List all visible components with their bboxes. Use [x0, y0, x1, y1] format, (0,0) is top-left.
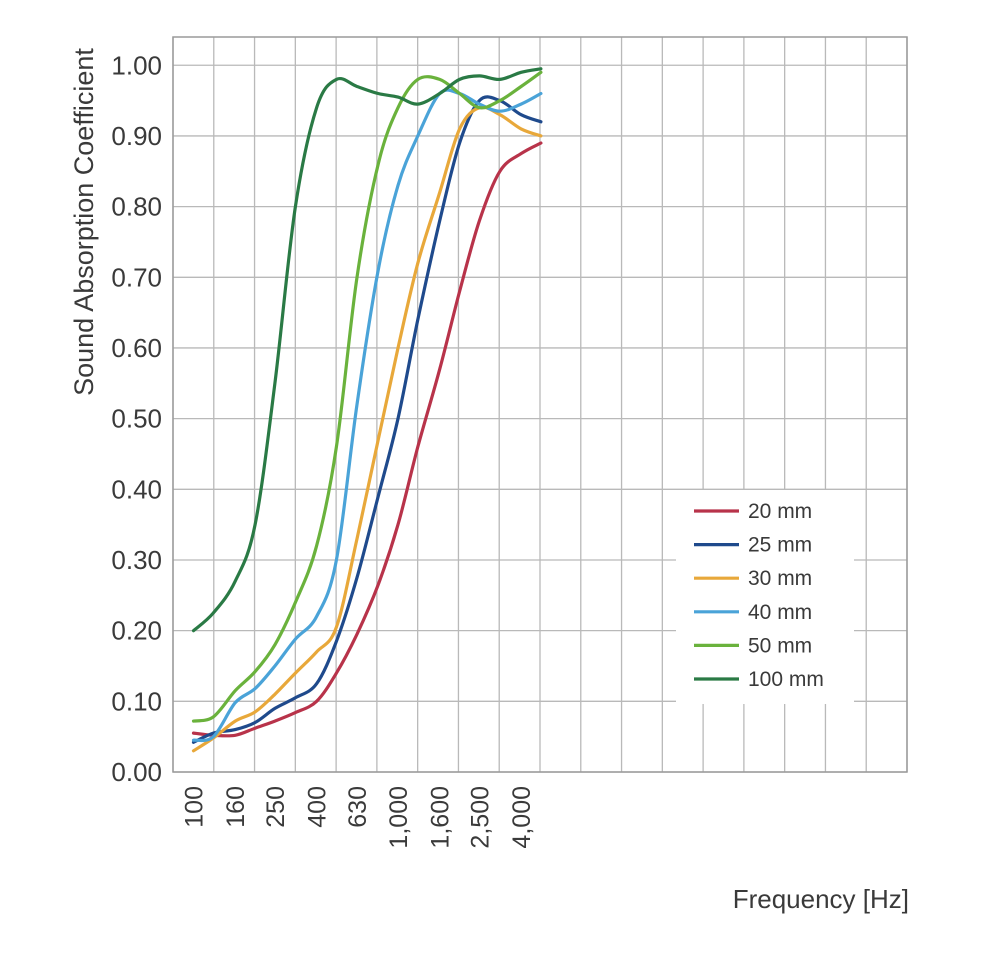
- legend-label: 25 mm: [748, 534, 812, 557]
- legend-label: 20 mm: [748, 500, 812, 523]
- y-tick-label: 0.10: [111, 686, 162, 716]
- legend-label: 40 mm: [748, 601, 812, 624]
- plot-frame: [172, 36, 908, 773]
- x-tick-label: 160: [222, 786, 250, 828]
- series-line-25mm: [191, 95, 543, 744]
- x-tick-label: 250: [262, 786, 290, 828]
- x-tick-label: 2,500: [466, 786, 494, 849]
- x-tick-label: 1,600: [427, 786, 455, 849]
- legend: 20 mm 25 mm 30 mm 40 mm 50 mm 100 mm: [676, 490, 854, 704]
- y-tick-label: 0.40: [111, 474, 162, 504]
- y-tick-label: 0.70: [111, 262, 162, 292]
- y-tick-label: 0.90: [111, 121, 162, 151]
- x-axis-title: Frequency [Hz]: [733, 884, 909, 914]
- series-line-100mm: [191, 67, 543, 633]
- series-lines: [191, 67, 543, 753]
- x-tick-label: 1,000: [385, 786, 413, 849]
- x-tick-label: 630: [344, 786, 372, 828]
- series-line-30mm: [191, 105, 543, 753]
- x-tick-label: 4,000: [508, 786, 536, 849]
- y-tick-label: 0.60: [111, 333, 162, 363]
- y-tick-label: 0.30: [111, 545, 162, 575]
- y-tick-label: 1.00: [111, 50, 162, 80]
- series-line-40mm: [191, 88, 543, 743]
- legend-background: [676, 490, 854, 704]
- legend-label: 50 mm: [748, 634, 812, 657]
- legend-label: 30 mm: [748, 567, 812, 590]
- x-tick-label: 400: [304, 786, 332, 828]
- y-tick-label: 0.20: [111, 616, 162, 646]
- series-line-20mm: [191, 141, 543, 738]
- x-tick-label: 100: [181, 786, 209, 828]
- series-line-50mm: [191, 70, 543, 723]
- y-tick-label: 0.00: [111, 757, 162, 787]
- axes: 0.00 0.10 0.20 0.30 0.40 0.50 0.60 0.70 0.80 0.90…: [111, 50, 536, 848]
- y-axis-title: Sound Absorption Coefficient: [69, 48, 99, 396]
- y-tick-label: 0.50: [111, 404, 162, 434]
- legend-label: 100 mm: [748, 668, 824, 691]
- y-tick-label: 0.80: [111, 192, 162, 222]
